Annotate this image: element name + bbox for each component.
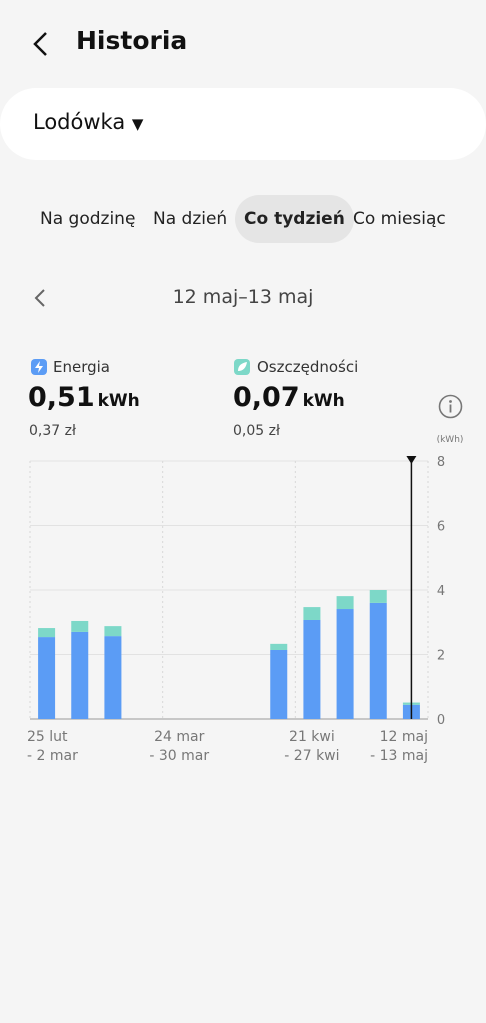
energy-value: 0,51 [28,382,95,413]
x-tick-label: 24 mar - 30 mar [149,729,209,764]
bar-segment[interactable] [38,637,56,719]
y-tick-label: 4 [437,584,445,599]
tab[interactable]: Na dzień [153,209,228,229]
tab[interactable]: Na godzinę [40,209,136,229]
savings-total: 0,07 kWh [233,382,345,413]
savings-cost: 0,05 zł [233,423,280,439]
bar-segment[interactable] [336,609,354,719]
tab-selected[interactable]: Co tydzień [235,195,354,243]
y-axis-label: (kWh) [437,435,464,445]
period-label: 12 maj–13 maj [172,286,314,308]
bar-segment[interactable] [71,620,89,632]
selection-marker [406,456,417,464]
device-name: Lodówka ▼ [33,110,143,134]
savings-unit: kWh [302,391,345,411]
device-dropdown[interactable]: Lodówka ▼ [0,88,486,160]
dropdown-arrow: ▼ [131,115,144,133]
device-label: Lodówka [33,110,126,134]
bar-segment[interactable] [303,619,321,719]
bar-segment[interactable] [369,602,387,719]
page-title: Historia [76,26,188,55]
bar-segment[interactable] [270,649,288,719]
savings-value: 0,07 [233,382,300,413]
y-tick-label: 8 [437,455,445,470]
savings-icon [234,359,250,375]
bar-segment[interactable] [270,643,288,650]
tab[interactable]: Co miesiąc [353,209,446,229]
info-button[interactable] [438,394,463,419]
bar-segment[interactable] [336,596,354,610]
bar-segment[interactable] [369,590,387,603]
x-tick-label: 21 kwi - 27 kwi [284,729,339,764]
bar-segment[interactable] [303,607,321,620]
bar-segment[interactable] [104,636,122,719]
bar-segment[interactable] [104,626,122,637]
energy-icon [31,359,47,375]
x-tick-label: 12 maj - 13 maj [370,729,428,764]
y-tick-label: 2 [437,649,445,664]
energy-cost: 0,37 zł [29,423,76,439]
back-button[interactable] [28,30,52,58]
chart: (kWh) 0 2 4 6 8 25 lut - 2 mar 24 mar - 30 mar 21 … [27,435,464,764]
bar-segment[interactable] [38,628,56,638]
prev-period[interactable] [32,287,48,309]
y-tick-label: 0 [437,713,445,728]
x-tick-label: 25 lut - 2 mar [27,729,78,764]
y-tick-label: 6 [437,520,445,535]
energy-label: Energia [53,358,110,376]
energy-unit: kWh [97,391,140,411]
savings-label: Oszczędności [257,358,359,376]
energy-total: 0,51 kWh [28,382,140,413]
bar-segment[interactable] [71,631,89,719]
